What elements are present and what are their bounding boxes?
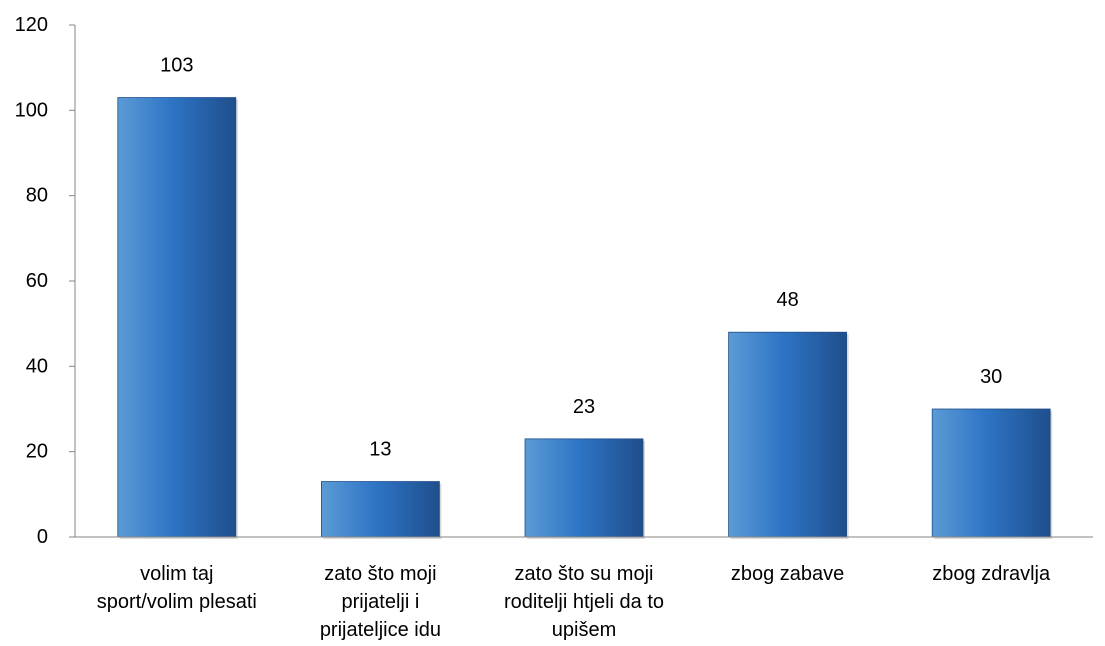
y-tick-label: 60 bbox=[26, 270, 48, 292]
y-tick-label: 0 bbox=[37, 526, 48, 548]
bar bbox=[117, 97, 237, 538]
category-label-line: sport/volim plesati bbox=[97, 591, 257, 613]
data-label: 30 bbox=[980, 366, 1002, 388]
bar bbox=[320, 481, 440, 538]
y-tick-label: 100 bbox=[15, 99, 48, 121]
y-tick-label: 120 bbox=[15, 14, 48, 36]
category-label-line: zbog zabave bbox=[731, 563, 844, 585]
y-tick-label: 20 bbox=[26, 441, 48, 463]
category-label: volim taj sport/volim plesati bbox=[97, 563, 257, 613]
category-label-line: upišem bbox=[552, 619, 616, 641]
bar bbox=[728, 331, 847, 538]
category-label: zato što su moji roditelji htjeli da to up… bbox=[504, 563, 664, 641]
data-label: 23 bbox=[573, 396, 595, 418]
category-label-line: roditelji htjeli da to bbox=[504, 591, 664, 613]
category-label-line: prijateljice idu bbox=[320, 619, 441, 641]
category-label-line: zbog zdravlja bbox=[932, 563, 1051, 585]
category-label: zbog zabave bbox=[731, 563, 844, 585]
bar bbox=[931, 408, 1051, 538]
y-tick-label: 40 bbox=[26, 355, 48, 377]
data-label: 103 bbox=[160, 55, 193, 77]
data-labels: 103 13 23 48 30 bbox=[160, 55, 1002, 461]
category-label-line: volim taj bbox=[140, 563, 213, 585]
category-label-line: prijatelji i bbox=[341, 591, 419, 613]
y-tick-label: 80 bbox=[26, 185, 48, 207]
data-label: 48 bbox=[776, 289, 798, 311]
bar bbox=[524, 438, 644, 538]
y-axis-ticks: 0 20 40 60 80 100 120 bbox=[15, 14, 75, 548]
category-labels: volim taj sport/volim plesati zato što moj… bbox=[97, 563, 1051, 641]
category-label: zato što moji prijatelji i prijateljice id… bbox=[320, 563, 441, 641]
category-label: zbog zdravlja bbox=[932, 563, 1051, 585]
data-label: 13 bbox=[369, 439, 391, 461]
category-label-line: zato što moji bbox=[324, 563, 436, 585]
category-label-line: zato što su moji bbox=[515, 563, 654, 585]
bars bbox=[117, 97, 1053, 540]
